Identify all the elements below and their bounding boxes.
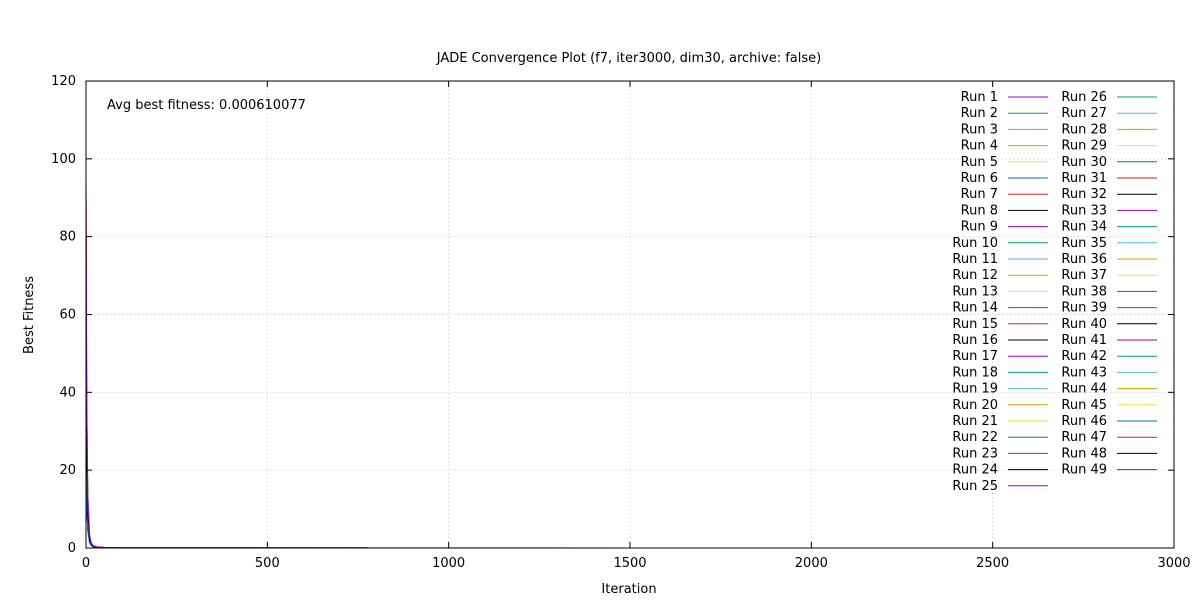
legend-label: Run 29	[1061, 139, 1107, 154]
axis-ticks: 0 500 1000 1500 2000 2500 3000 0 20 40 60 80 100 120	[51, 74, 1190, 571]
legend-label: Run 4	[961, 139, 998, 154]
legend-label: Run 5	[961, 155, 998, 170]
x-tick-label: 0	[82, 556, 90, 571]
x-axis-label: Iteration	[601, 582, 656, 597]
y-tick-label: 60	[59, 308, 76, 323]
y-tick-label: 100	[51, 152, 76, 167]
legend-label: Run 21	[952, 414, 998, 429]
legend-label: Run 1	[961, 90, 998, 105]
legend-label: Run 48	[1061, 446, 1107, 461]
legend-label: Run 15	[952, 317, 998, 332]
legend-label: Run 10	[952, 236, 998, 251]
y-tick-label: 0	[68, 541, 76, 556]
legend-label: Run 28	[1061, 122, 1107, 137]
legend-label: Run 20	[952, 398, 998, 413]
legend-label: Run 40	[1061, 317, 1107, 332]
series-line	[85, 333, 1175, 549]
grid-lines	[86, 81, 1174, 548]
avg-fitness-annotation: Avg best fitness: 0.000610077	[107, 98, 306, 113]
legend-label: Run 42	[1061, 349, 1107, 364]
x-tick-label: 2500	[976, 556, 1009, 571]
legend-label: Run 38	[1061, 284, 1107, 299]
legend-label: Run 11	[952, 252, 998, 267]
x-tick-label: 1500	[613, 556, 646, 571]
legend-label: Run 17	[952, 349, 998, 364]
legend-label: Run 14	[952, 301, 998, 316]
legend-label: Run 24	[952, 463, 998, 478]
legend-label: Run 47	[1061, 430, 1107, 445]
legend-label: Run 22	[952, 430, 998, 445]
series-line	[85, 221, 1175, 549]
series-line	[85, 353, 1175, 549]
legend-label: Run 44	[1061, 382, 1107, 397]
legend-label: Run 3	[961, 122, 998, 137]
series-line	[85, 189, 1175, 549]
legend-label: Run 23	[952, 446, 998, 461]
legend-label: Run 49	[1061, 463, 1107, 478]
x-tick-label: 1000	[432, 556, 465, 571]
series-line	[85, 275, 1175, 549]
legend-label: Run 43	[1061, 365, 1107, 380]
series-line	[85, 306, 1175, 549]
legend-label: Run 35	[1061, 236, 1107, 251]
legend-label: Run 12	[952, 268, 998, 283]
series-line	[85, 232, 1175, 549]
y-tick-label: 120	[51, 74, 76, 89]
legend-label: Run 37	[1061, 268, 1107, 283]
legend-label: Run 16	[952, 333, 998, 348]
chart-title: JADE Convergence Plot (f7, iter3000, dim…	[436, 51, 821, 66]
x-tick-label: 500	[255, 556, 280, 571]
legend-label: Run 36	[1061, 252, 1107, 267]
y-tick-label: 80	[59, 230, 76, 245]
legend-label: Run 32	[1061, 187, 1107, 202]
series-line	[85, 205, 1175, 549]
legend-label: Run 9	[961, 220, 998, 235]
legend-label: Run 30	[1061, 155, 1107, 170]
x-tick-label: 3000	[1157, 556, 1190, 571]
legend-label: Run 18	[952, 365, 998, 380]
series-line	[85, 376, 1175, 549]
y-tick-label: 40	[59, 385, 76, 400]
legend-label: Run 25	[952, 479, 998, 494]
legend-label: Run 13	[952, 284, 998, 299]
legend-label: Run 33	[1061, 203, 1107, 218]
legend-label: Run 39	[1061, 301, 1107, 316]
legend-label: Run 7	[961, 187, 998, 202]
series-line	[85, 283, 1175, 549]
series-line	[85, 252, 1175, 549]
legend-label: Run 46	[1061, 414, 1107, 429]
legend-label: Run 34	[1061, 220, 1107, 235]
legend-label: Run 2	[961, 106, 998, 121]
y-tick-label: 20	[59, 463, 76, 478]
legend-label: Run 27	[1061, 106, 1107, 121]
legend-label: Run 6	[961, 171, 998, 186]
legend-label: Run 8	[961, 203, 998, 218]
y-axis-label: Best Fitness	[22, 276, 37, 354]
legend-label: Run 41	[1061, 333, 1107, 348]
series-line	[85, 260, 1175, 549]
x-tick-label: 2000	[795, 556, 828, 571]
legend-label: Run 19	[952, 382, 998, 397]
series-line	[85, 217, 1175, 549]
series-line	[85, 221, 1175, 549]
legend-label: Run 26	[1061, 90, 1107, 105]
legend-label: Run 31	[1061, 171, 1107, 186]
legend-label: Run 45	[1061, 398, 1107, 413]
